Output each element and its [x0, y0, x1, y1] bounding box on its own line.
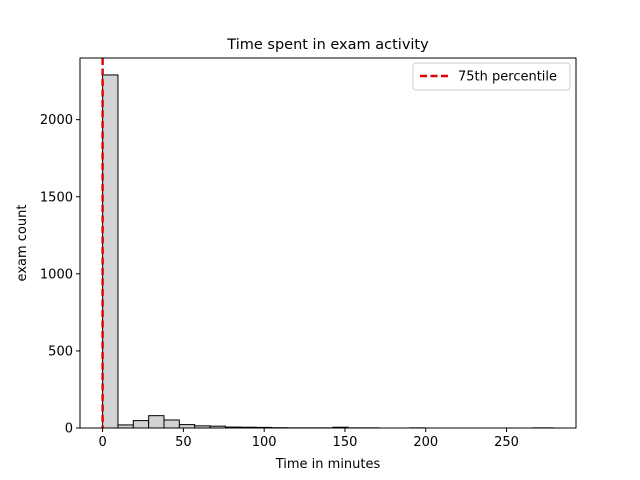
histogram-bar-5	[178, 424, 196, 429]
x-tick-label: 200	[413, 435, 438, 450]
x-tick-label: 150	[333, 435, 358, 450]
y-tick-label: 0	[65, 422, 73, 437]
bars-group	[102, 74, 554, 429]
x-tick-label: 100	[252, 435, 277, 450]
x-tick-label: 50	[175, 435, 192, 450]
histogram-bar-2	[132, 420, 150, 429]
y-tick-label: 1000	[40, 267, 73, 282]
y-axis-ticks: 0 500 1000 1500 2000	[40, 113, 80, 437]
x-axis-label: Time in minutes	[275, 457, 381, 472]
plot-frame	[79, 57, 577, 429]
y-tick-label: 500	[48, 344, 73, 359]
histogram-bar-4	[163, 419, 180, 429]
y-tick-label: 2000	[40, 113, 73, 128]
legend-box	[412, 62, 571, 91]
y-axis-label: exam count	[15, 205, 30, 282]
legend-label: 75th percentile	[458, 70, 557, 85]
x-tick-label: 250	[494, 435, 519, 450]
y-tick-label: 1500	[40, 190, 73, 205]
histogram-bar-0	[102, 74, 119, 429]
histogram-bar-3	[148, 415, 165, 429]
legend: 75th percentile	[412, 62, 571, 91]
x-axis-ticks: 0 50 100 150 200 250	[98, 428, 519, 450]
chart-title: Time spent in exam activity	[226, 37, 429, 53]
x-tick-label: 0	[98, 435, 106, 450]
